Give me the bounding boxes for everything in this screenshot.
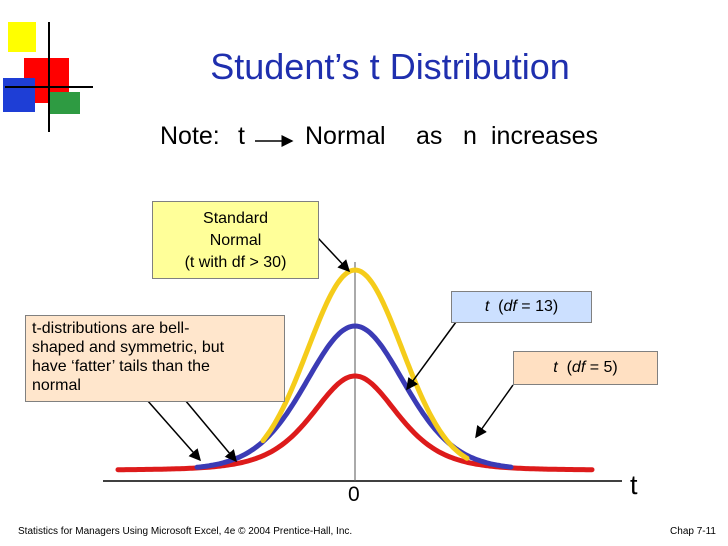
t13-open: ( xyxy=(498,298,504,315)
note-as: as xyxy=(416,122,443,150)
footer-citation: Statistics for Managers Using Microsoft … xyxy=(18,526,353,537)
note-t: t xyxy=(238,122,245,150)
note-prefix: Note: xyxy=(160,122,220,150)
bell-note-line-4: normal xyxy=(32,377,81,394)
note-normal: Normal xyxy=(305,122,386,150)
t5-t: t xyxy=(553,359,558,376)
t13-df: df xyxy=(503,298,517,315)
standard-normal-line-3: (t with df > 30) xyxy=(184,254,287,271)
note-n: n xyxy=(463,122,477,150)
bell-note-line-2: shaped and symmetric, but xyxy=(32,339,225,356)
t-df13-callout: t (df = 13) xyxy=(451,291,592,323)
decor-vertical-line xyxy=(48,22,50,132)
decor-yellow-square xyxy=(8,22,36,52)
standard-normal-line-1: Standard xyxy=(203,210,268,227)
arrow-to-t13 xyxy=(406,321,457,391)
t5-df: df xyxy=(571,359,586,376)
decor-green-square xyxy=(48,92,80,114)
t5-rest: = 5) xyxy=(585,359,618,376)
bell-note-line-1: t-distributions are bell- xyxy=(32,320,190,337)
t5-open: ( xyxy=(566,359,572,376)
zero-label: 0 xyxy=(348,483,360,506)
standard-normal-line-2: Normal xyxy=(209,232,262,249)
arrow-to-normal xyxy=(317,237,351,273)
bell-note-line-3: have ‘fatter’ tails than the xyxy=(32,358,210,375)
arrow-bell-left xyxy=(146,399,201,462)
t13-t: t xyxy=(484,298,490,315)
standard-normal-curve xyxy=(260,267,470,461)
footer-page-number: Chap 7-11 xyxy=(670,526,716,537)
bell-shaped-note: t-distributions are bell- shaped and sym… xyxy=(25,315,285,402)
page-title: Student’s t Distribution xyxy=(210,46,570,87)
decor-horizontal-line xyxy=(5,86,93,88)
decor-blue-square xyxy=(3,78,35,112)
t13-rest: = 13) xyxy=(516,298,559,315)
arrow-to-t5 xyxy=(475,384,514,439)
t-axis-label: t xyxy=(630,470,638,500)
note-increases: increases xyxy=(491,122,598,150)
arrow-bell-right xyxy=(184,399,237,463)
t-df5-callout: t (df = 5) xyxy=(513,351,658,385)
standard-normal-callout: Standard Normal (t with df > 30) xyxy=(152,201,319,279)
